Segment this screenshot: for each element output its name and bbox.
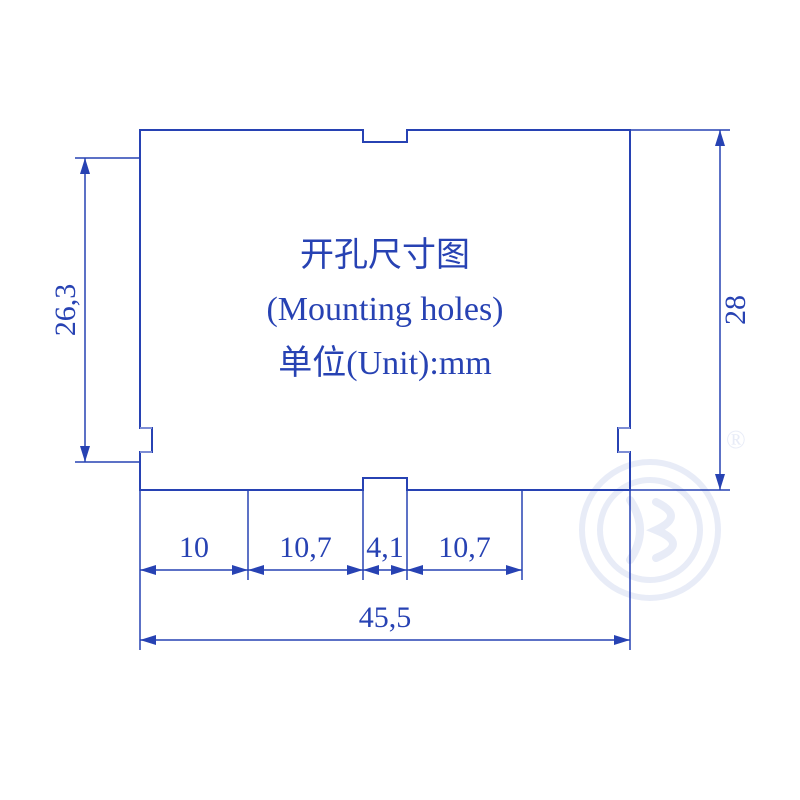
title-block: 开孔尺寸图 (Mounting holes) 单位(Unit):mm <box>266 236 503 382</box>
dim-height-left: 26,3 <box>49 158 90 462</box>
dim-seg-3-label: 4,1 <box>366 531 404 564</box>
title-cn: 开孔尺寸图 <box>300 236 470 274</box>
dim-seg-3: 4,1 <box>363 531 407 575</box>
dim-seg-2: 10,7 <box>248 531 363 575</box>
dim-height-right-label: 28 <box>719 295 752 325</box>
watermark-registered: ® <box>726 425 746 454</box>
dim-seg-1-label: 10 <box>179 531 209 564</box>
dim-width-total: 45,5 <box>140 601 630 645</box>
dim-width-total-label: 45,5 <box>359 601 412 634</box>
dim-seg-2-label: 10,7 <box>279 531 332 564</box>
dim-seg-4: 10,7 <box>407 531 522 575</box>
dimension-drawing: ® 开孔尺寸图 (Mounting holes) 单位(Unit):mm 26,3 28 4… <box>0 0 800 800</box>
title-en: (Mounting holes) <box>266 291 503 328</box>
watermark: ® <box>582 425 746 598</box>
dim-seg-4-label: 10,7 <box>438 531 491 564</box>
dim-height-left-label: 26,3 <box>49 284 82 337</box>
dim-seg-1: 10 <box>140 531 248 575</box>
units-label: 单位(Unit):mm <box>278 344 491 382</box>
